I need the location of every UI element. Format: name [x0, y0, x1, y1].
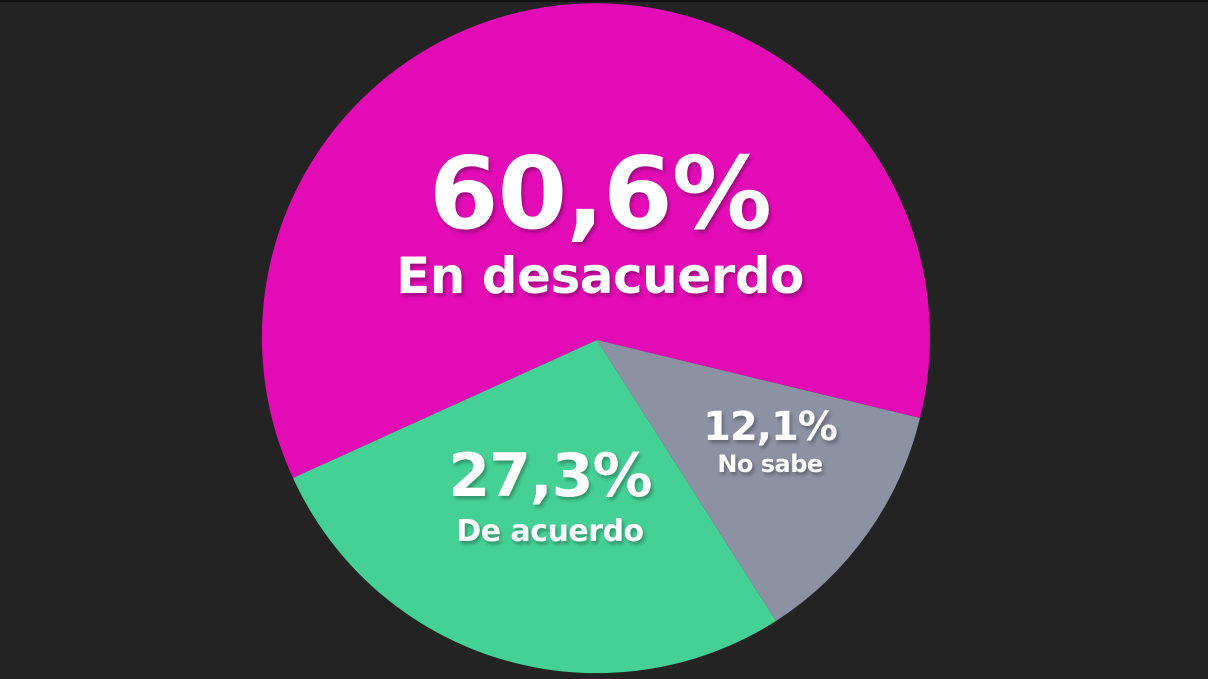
pct-no-sabe: 12,1%: [703, 404, 838, 450]
label-en-desacuerdo: 60,6% En desacuerdo: [380, 135, 820, 305]
slice-de-acuerdo: [293, 340, 776, 674]
label-no-sabe: 12,1% No sabe: [680, 404, 860, 478]
label-de-acuerdo: 27,3% De acuerdo: [420, 440, 680, 552]
cat-no-sabe: No sabe: [717, 450, 823, 478]
slice-en-desacuerdo: [261, 3, 930, 479]
cat-de-acuerdo: De acuerdo: [456, 514, 644, 549]
pct-de-acuerdo: 27,3%: [448, 441, 652, 511]
top-border: [0, 0, 1208, 2]
cat-en-desacuerdo: En desacuerdo: [396, 247, 804, 305]
slice-no-sabe: [597, 340, 920, 621]
pct-en-desacuerdo: 60,6%: [429, 135, 772, 252]
